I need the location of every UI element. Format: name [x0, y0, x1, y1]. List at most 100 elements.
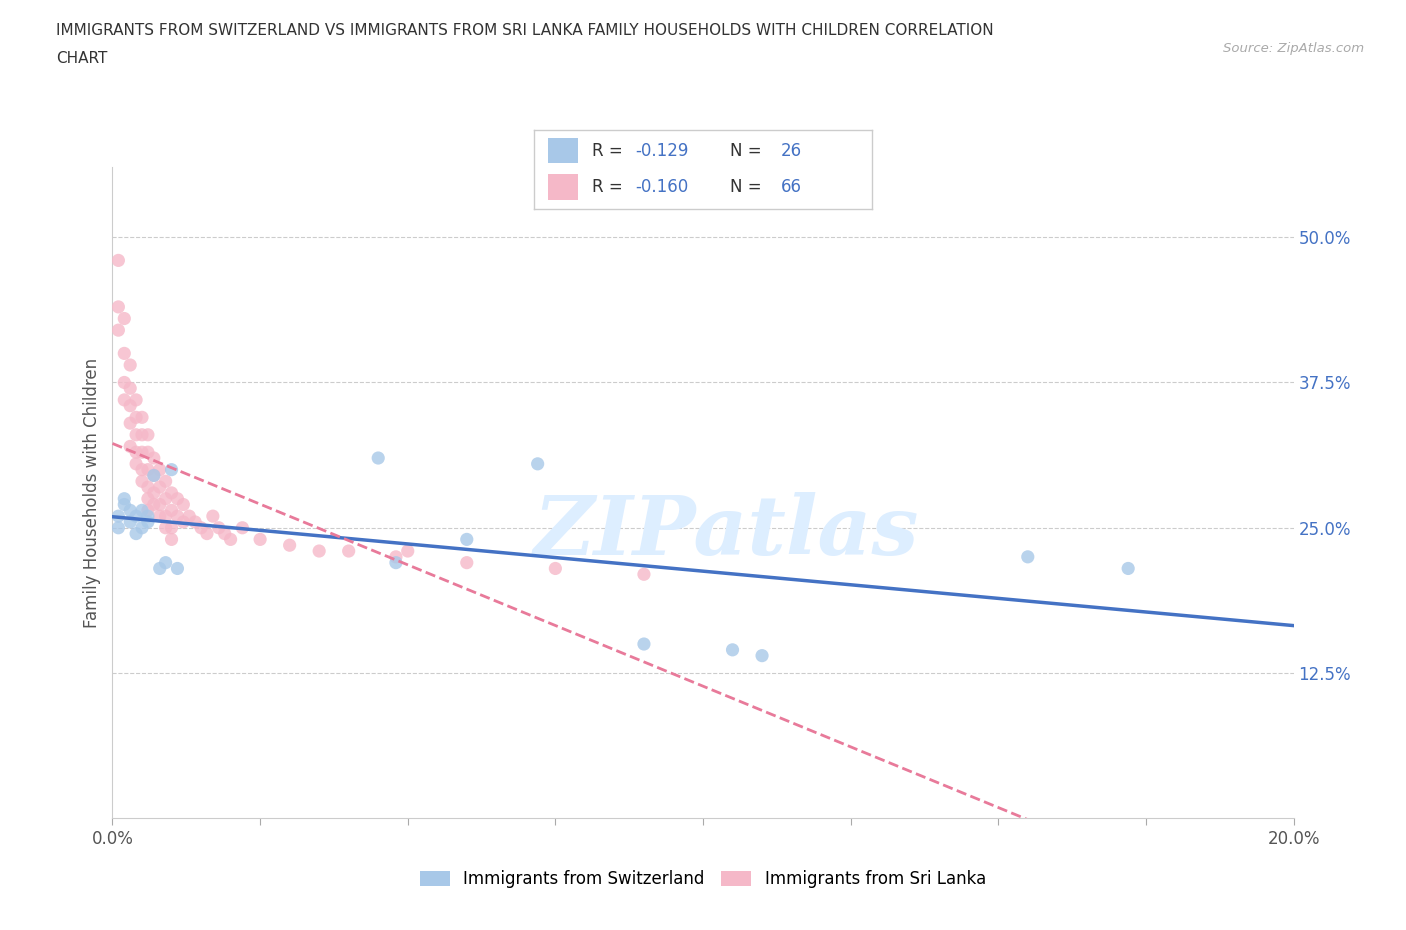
Point — [179, 509, 201, 524]
Text: 26: 26 — [780, 141, 801, 160]
Point — [1017, 550, 1039, 565]
Text: 66: 66 — [780, 179, 801, 196]
Point — [184, 514, 207, 529]
Point — [544, 561, 567, 576]
Point — [131, 521, 153, 536]
Point — [201, 509, 224, 524]
Point — [1116, 561, 1139, 576]
Point — [125, 457, 148, 472]
Point — [142, 468, 165, 483]
Point — [155, 555, 177, 570]
Point — [136, 509, 159, 524]
Point — [136, 514, 159, 529]
Point — [142, 451, 165, 466]
Point — [456, 532, 478, 547]
Point — [142, 468, 165, 483]
Point — [195, 526, 218, 541]
Text: N =: N = — [730, 141, 766, 160]
Point — [155, 474, 177, 489]
Text: -0.160: -0.160 — [636, 179, 689, 196]
Point — [160, 485, 183, 500]
Point — [136, 491, 159, 506]
Point — [131, 462, 153, 477]
Point — [107, 521, 129, 536]
Point — [160, 521, 183, 536]
Point — [120, 398, 142, 413]
Point — [396, 544, 419, 559]
Point — [125, 428, 148, 443]
Point — [142, 485, 165, 500]
Point — [526, 457, 548, 472]
Point — [166, 509, 188, 524]
Point — [107, 299, 129, 314]
Point — [125, 445, 148, 459]
Point — [107, 253, 129, 268]
Point — [456, 555, 478, 570]
Point — [367, 451, 389, 466]
Point — [125, 410, 148, 425]
Text: Source: ZipAtlas.com: Source: ZipAtlas.com — [1223, 42, 1364, 55]
Point — [155, 521, 177, 536]
Point — [136, 503, 159, 518]
Point — [131, 445, 153, 459]
Point — [120, 381, 142, 396]
Point — [633, 567, 655, 582]
FancyBboxPatch shape — [548, 139, 578, 164]
Point — [112, 346, 135, 361]
Point — [112, 491, 135, 506]
Point — [107, 323, 129, 338]
Point — [120, 439, 142, 454]
Point — [112, 312, 135, 326]
Point — [149, 480, 172, 495]
Point — [136, 445, 159, 459]
Point — [142, 498, 165, 512]
Point — [120, 514, 142, 529]
Point — [172, 498, 194, 512]
Point — [125, 509, 148, 524]
Y-axis label: Family Households with Children: Family Households with Children — [83, 358, 101, 628]
Text: IMMIGRANTS FROM SWITZERLAND VS IMMIGRANTS FROM SRI LANKA FAMILY HOUSEHOLDS WITH : IMMIGRANTS FROM SWITZERLAND VS IMMIGRANT… — [56, 23, 994, 38]
Point — [136, 480, 159, 495]
Point — [112, 392, 135, 407]
Point — [155, 509, 177, 524]
Point — [751, 648, 773, 663]
Text: R =: R = — [592, 141, 627, 160]
Legend: Immigrants from Switzerland, Immigrants from Sri Lanka: Immigrants from Switzerland, Immigrants … — [413, 863, 993, 895]
Point — [385, 555, 408, 570]
Point — [160, 503, 183, 518]
Point — [112, 498, 135, 512]
Point — [219, 532, 242, 547]
Point — [160, 532, 183, 547]
Point — [131, 428, 153, 443]
Point — [149, 509, 172, 524]
Point — [214, 526, 236, 541]
Point — [112, 375, 135, 390]
Point — [149, 462, 172, 477]
Point — [125, 526, 148, 541]
Point — [149, 498, 172, 512]
Point — [107, 509, 129, 524]
Point — [721, 643, 744, 658]
Point — [131, 503, 153, 518]
Point — [149, 561, 172, 576]
Point — [136, 462, 159, 477]
Text: -0.129: -0.129 — [636, 141, 689, 160]
Point — [278, 538, 301, 552]
Point — [160, 462, 183, 477]
Point — [308, 544, 330, 559]
Point — [249, 532, 271, 547]
Point — [208, 521, 231, 536]
Point — [231, 521, 253, 536]
Text: R =: R = — [592, 179, 627, 196]
Point — [120, 416, 142, 431]
Point — [385, 550, 408, 565]
Point — [190, 521, 212, 536]
Point — [166, 491, 188, 506]
Point — [120, 358, 142, 373]
Point — [155, 491, 177, 506]
Text: CHART: CHART — [56, 51, 108, 66]
Point — [337, 544, 360, 559]
Point — [166, 561, 188, 576]
FancyBboxPatch shape — [548, 175, 578, 200]
Point — [131, 474, 153, 489]
